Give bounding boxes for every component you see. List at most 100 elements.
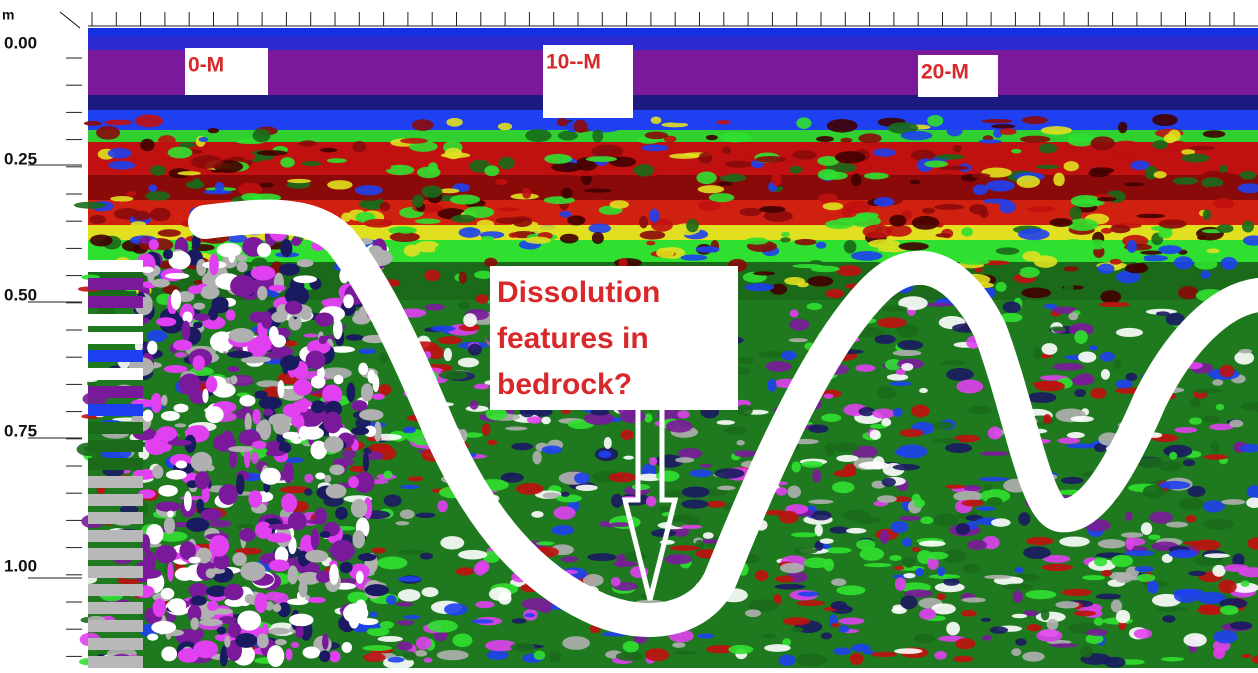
texture (780, 563, 804, 574)
texture (542, 446, 563, 454)
texture (477, 220, 494, 229)
texture (403, 651, 417, 660)
texture (1012, 614, 1027, 619)
texture (919, 609, 936, 620)
texture (823, 202, 844, 210)
texture (420, 553, 433, 560)
texture (1061, 477, 1084, 484)
texture (1071, 195, 1101, 207)
texture (305, 550, 328, 563)
texture (894, 566, 905, 571)
texture (260, 468, 281, 485)
texture (791, 461, 801, 472)
texture (895, 577, 906, 590)
texture (796, 117, 811, 129)
texture (955, 638, 975, 649)
texture (1067, 432, 1085, 438)
texture (191, 155, 223, 169)
texture (924, 303, 953, 307)
texture (929, 574, 960, 579)
texture (953, 145, 961, 152)
texture (303, 646, 321, 658)
texture (858, 133, 881, 143)
texture (897, 340, 923, 350)
texture (252, 441, 266, 450)
texture (1163, 445, 1192, 458)
texture (498, 157, 514, 170)
texture (158, 135, 176, 146)
texture (604, 437, 612, 449)
texture (358, 363, 368, 375)
texture (1185, 515, 1196, 522)
texture (791, 627, 803, 632)
texture (239, 528, 255, 541)
texture (1168, 130, 1181, 142)
texture (168, 440, 192, 446)
texture (1121, 532, 1143, 538)
texture (1116, 610, 1130, 623)
texture (991, 269, 1021, 275)
texture (143, 410, 154, 422)
texture (257, 633, 269, 648)
texture (700, 464, 712, 468)
texture (678, 448, 703, 459)
texture (1058, 437, 1081, 443)
texture (999, 128, 1016, 135)
texture (437, 500, 447, 512)
texture (1183, 633, 1206, 647)
texture (709, 193, 735, 202)
texture (955, 523, 970, 535)
texture (644, 413, 652, 422)
texture (283, 462, 294, 483)
texture (285, 301, 302, 315)
texture (696, 246, 720, 253)
texture (1214, 198, 1234, 208)
texture (632, 484, 650, 490)
texture (363, 453, 369, 472)
texture (110, 196, 133, 202)
texture (1003, 301, 1021, 313)
texture (364, 219, 393, 228)
texture (1039, 144, 1058, 154)
texture (1172, 177, 1198, 184)
texture (241, 193, 263, 201)
texture (772, 172, 782, 185)
texture (1134, 253, 1144, 263)
texture (398, 576, 422, 582)
texture (388, 657, 405, 663)
texture (561, 556, 579, 562)
texture (728, 645, 753, 654)
texture (562, 636, 590, 650)
texture (889, 555, 901, 561)
texture (1125, 550, 1155, 556)
texture (846, 528, 866, 534)
texture (424, 270, 440, 282)
texture (645, 132, 668, 140)
texture (620, 430, 633, 440)
texture (266, 450, 286, 456)
axis-unit: m (2, 7, 14, 23)
texture (825, 547, 852, 553)
texture (821, 632, 832, 639)
texture (969, 204, 987, 214)
texture (173, 340, 192, 351)
texture (175, 352, 187, 358)
texture (831, 578, 846, 586)
texture (775, 576, 794, 583)
texture (147, 341, 157, 355)
texture (1064, 282, 1074, 292)
texture (842, 208, 852, 217)
texture (641, 144, 668, 151)
left-trace (88, 584, 143, 596)
texture (400, 485, 419, 489)
texture (716, 120, 730, 124)
texture (1070, 377, 1091, 385)
texture (267, 645, 284, 667)
texture (444, 348, 452, 361)
texture (598, 451, 611, 458)
texture (306, 351, 326, 370)
texture (158, 229, 181, 237)
texture (1207, 248, 1220, 253)
texture (168, 147, 193, 159)
texture (1213, 630, 1237, 643)
